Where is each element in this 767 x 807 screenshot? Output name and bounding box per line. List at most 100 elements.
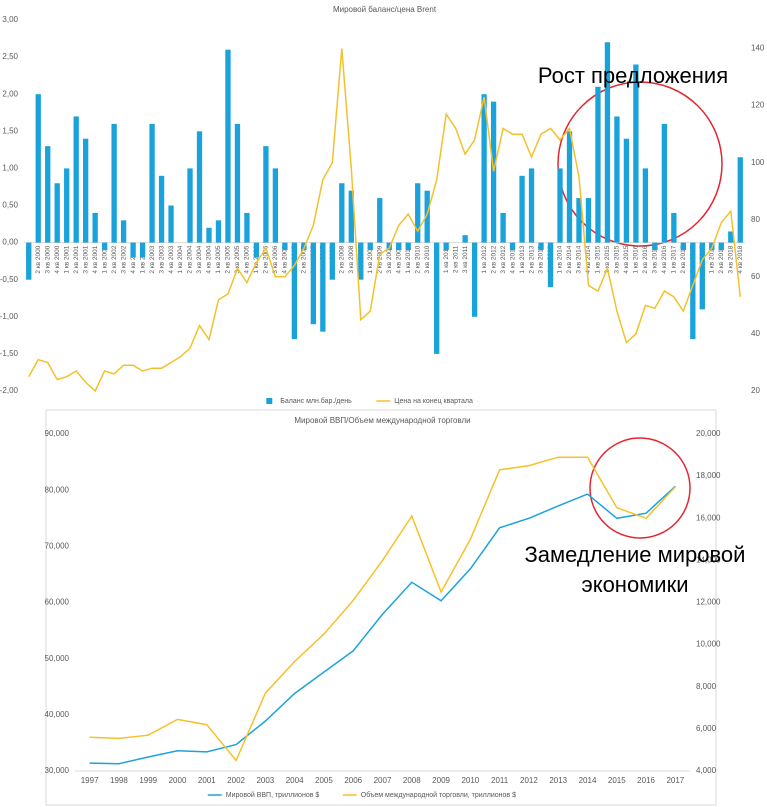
y2-tick-label: 120 <box>751 101 765 110</box>
x-tick-label: 2 кв 2007 <box>301 245 308 273</box>
x-tick-label: 2016 <box>637 776 655 785</box>
y-tick-label: 0,50 <box>2 201 18 210</box>
x-tick-label: 2012 <box>520 776 538 785</box>
y2-tick-label: 8,000 <box>696 682 717 691</box>
bar <box>301 242 307 251</box>
bar <box>215 220 222 243</box>
y-tick-label: -0,50 <box>0 275 19 284</box>
bar <box>320 242 326 332</box>
x-tick-label: 1 кв 2006 <box>253 245 260 273</box>
x-tick-label: 2010 <box>461 776 479 785</box>
bar <box>604 42 611 243</box>
x-tick-label: 2 кв 2013 <box>528 245 535 273</box>
x-tick-label: 3 кв 2000 <box>44 245 51 273</box>
y2-tick-label: 140 <box>751 44 765 53</box>
y2-tick-label: 10,000 <box>696 640 721 649</box>
x-tick-label: 4 кв 2009 <box>395 245 402 273</box>
bar <box>187 168 193 243</box>
bar <box>73 116 79 243</box>
annotation: Замедление мировой <box>525 542 746 567</box>
bar <box>737 157 743 243</box>
x-tick-label: 1 кв 2013 <box>519 245 526 273</box>
y-tick-label: 2,00 <box>2 89 18 98</box>
legend-label: Объем международной торговли, триллионов… <box>361 791 516 799</box>
x-tick-label: 2007 <box>374 776 392 785</box>
legend-label: Баланс млн.бар./день <box>280 397 352 405</box>
bar <box>377 198 383 243</box>
y-tick-label: -2,00 <box>0 386 19 395</box>
x-tick-label: 3 кв 2012 <box>500 245 507 273</box>
bar <box>405 242 411 251</box>
y2-tick-label: 6,000 <box>696 724 717 733</box>
bar <box>699 242 705 310</box>
bar <box>652 242 658 251</box>
x-tick-label: 1 кв 2018 <box>709 245 716 273</box>
y2-tick-label: 4,000 <box>696 766 717 775</box>
y-tick-label: 50,000 <box>45 654 70 663</box>
x-tick-label: 2 кв 2011 <box>452 245 459 273</box>
x-tick-label: 3 кв 2004 <box>196 245 203 273</box>
x-tick-label: 1 кв 2015 <box>595 245 602 273</box>
y2-tick-label: 20,000 <box>696 429 721 438</box>
bar <box>92 212 98 243</box>
chart-title: Мировой баланс/цена Brent <box>333 5 437 14</box>
x-tick-label: 3 кв 2010 <box>424 245 431 273</box>
x-tick-label: 2 кв 2009 <box>376 245 383 273</box>
y-tick-label: -1,00 <box>0 312 19 321</box>
bar <box>120 220 127 243</box>
x-tick-label: 1 кв 2003 <box>139 245 146 273</box>
x-tick-label: 2000 <box>169 776 187 785</box>
line <box>89 485 676 765</box>
x-tick-label: 3 кв 2014 <box>576 245 583 273</box>
x-tick-label: 4 кв 2000 <box>54 245 61 273</box>
bar <box>130 242 136 258</box>
x-tick-label: 1 кв 2005 <box>215 245 222 273</box>
y-tick-label: 70,000 <box>45 541 70 550</box>
bar <box>45 146 51 243</box>
x-tick-label: 3 кв 2002 <box>120 245 127 273</box>
x-tick-label: 2 кв 2014 <box>566 245 573 273</box>
x-tick-label: 2 кв 2004 <box>187 245 194 273</box>
y-tick-label: 30,000 <box>45 766 70 775</box>
x-tick-label: 2001 <box>198 776 216 785</box>
bar <box>623 138 630 243</box>
x-tick-label: 4 кв 2001 <box>92 245 99 273</box>
bar <box>234 123 241 243</box>
legend-swatch <box>266 398 273 404</box>
bar <box>557 168 563 243</box>
bar <box>661 123 668 243</box>
bar <box>263 146 269 243</box>
bar <box>566 131 573 243</box>
bar <box>519 175 525 243</box>
bar <box>471 242 478 317</box>
y-tick-label: 1,00 <box>2 164 18 173</box>
x-tick-label: 2005 <box>315 776 333 785</box>
x-tick-label: 1 кв 2011 <box>443 245 450 273</box>
x-tick-label: 2 кв 2012 <box>490 245 497 273</box>
bar <box>272 168 279 243</box>
x-tick-label: 1 кв 2017 <box>671 245 678 273</box>
y-tick-label: -1,50 <box>0 349 19 358</box>
bar <box>149 123 155 243</box>
bar <box>358 242 364 280</box>
x-tick-label: 3 кв 2001 <box>82 245 89 273</box>
bar <box>158 175 165 243</box>
bar <box>642 168 649 243</box>
bar <box>367 242 373 251</box>
x-tick-label: 4 кв 2006 <box>282 245 289 273</box>
bar <box>253 242 260 258</box>
bar <box>443 242 449 251</box>
bar <box>111 123 117 243</box>
bar <box>396 242 402 251</box>
bar <box>26 242 32 280</box>
bar <box>101 242 108 251</box>
bar <box>64 168 70 243</box>
bar <box>538 242 544 251</box>
bar <box>291 242 298 340</box>
chart-frame <box>45 409 717 806</box>
x-tick-label: 3 кв 2011 <box>462 245 469 273</box>
bar <box>547 242 554 288</box>
bar <box>671 212 677 243</box>
x-tick-label: 2 кв 2017 <box>680 245 687 273</box>
x-tick-label: 3 кв 2009 <box>386 245 393 273</box>
